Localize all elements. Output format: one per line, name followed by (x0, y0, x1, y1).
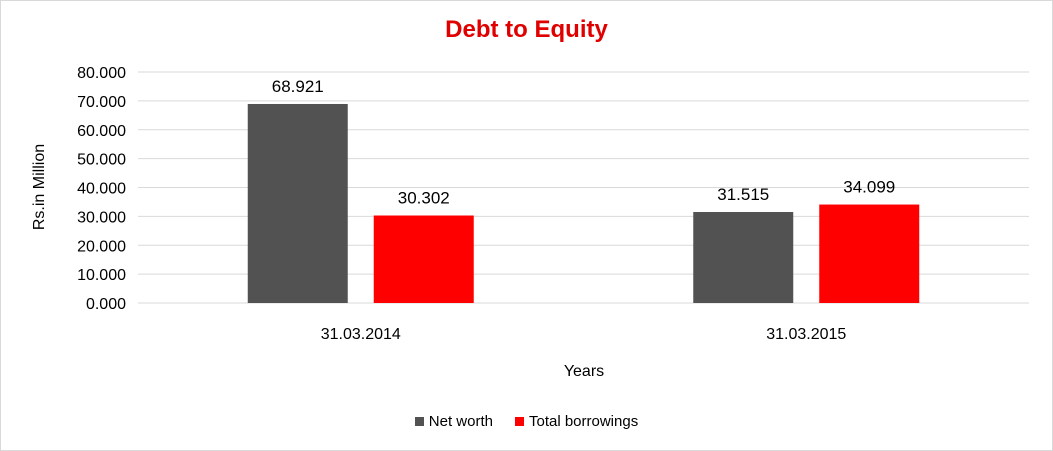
x-axis-title: Years (564, 363, 604, 380)
legend: Net worth Total borrowings (0, 413, 1053, 430)
y-tick-label: 70.000 (77, 94, 126, 111)
y-tick-label: 60.000 (77, 123, 126, 140)
legend-swatch-series-2 (514, 417, 524, 426)
y-tick-label: 0.000 (86, 296, 126, 313)
bar-1-2 (693, 212, 794, 303)
bar-1-1 (247, 103, 348, 303)
data-label: 30.302 (398, 189, 450, 208)
y-axis-title: Rs.in Million (31, 144, 48, 230)
y-tick-label: 10.000 (77, 267, 126, 284)
y-tick-label: 20.000 (77, 238, 126, 255)
chart-title: Debt to Equity (445, 16, 608, 43)
data-label: 31.515 (717, 185, 769, 204)
bar-2-1 (373, 215, 474, 303)
y-tick-label: 40.000 (77, 181, 126, 198)
legend-label-series-2: Total borrowings (528, 413, 639, 430)
y-tick-label: 30.000 (77, 209, 126, 226)
y-tick-label: 80.000 (77, 65, 126, 82)
legend-item-series-2: Total borrowings (514, 413, 639, 430)
data-label: 68.921 (272, 77, 324, 96)
x-tick-label: 31.03.2015 (766, 326, 846, 343)
legend-item-series-1: Net worth (414, 413, 493, 430)
data-label: 34.099 (843, 178, 895, 197)
legend-swatch-series-1 (414, 417, 424, 426)
x-tick-label: 31.03.2014 (321, 326, 401, 343)
legend-label-series-1: Net worth (428, 413, 493, 430)
y-tick-label: 50.000 (77, 152, 126, 169)
bar-2-2 (819, 204, 920, 303)
